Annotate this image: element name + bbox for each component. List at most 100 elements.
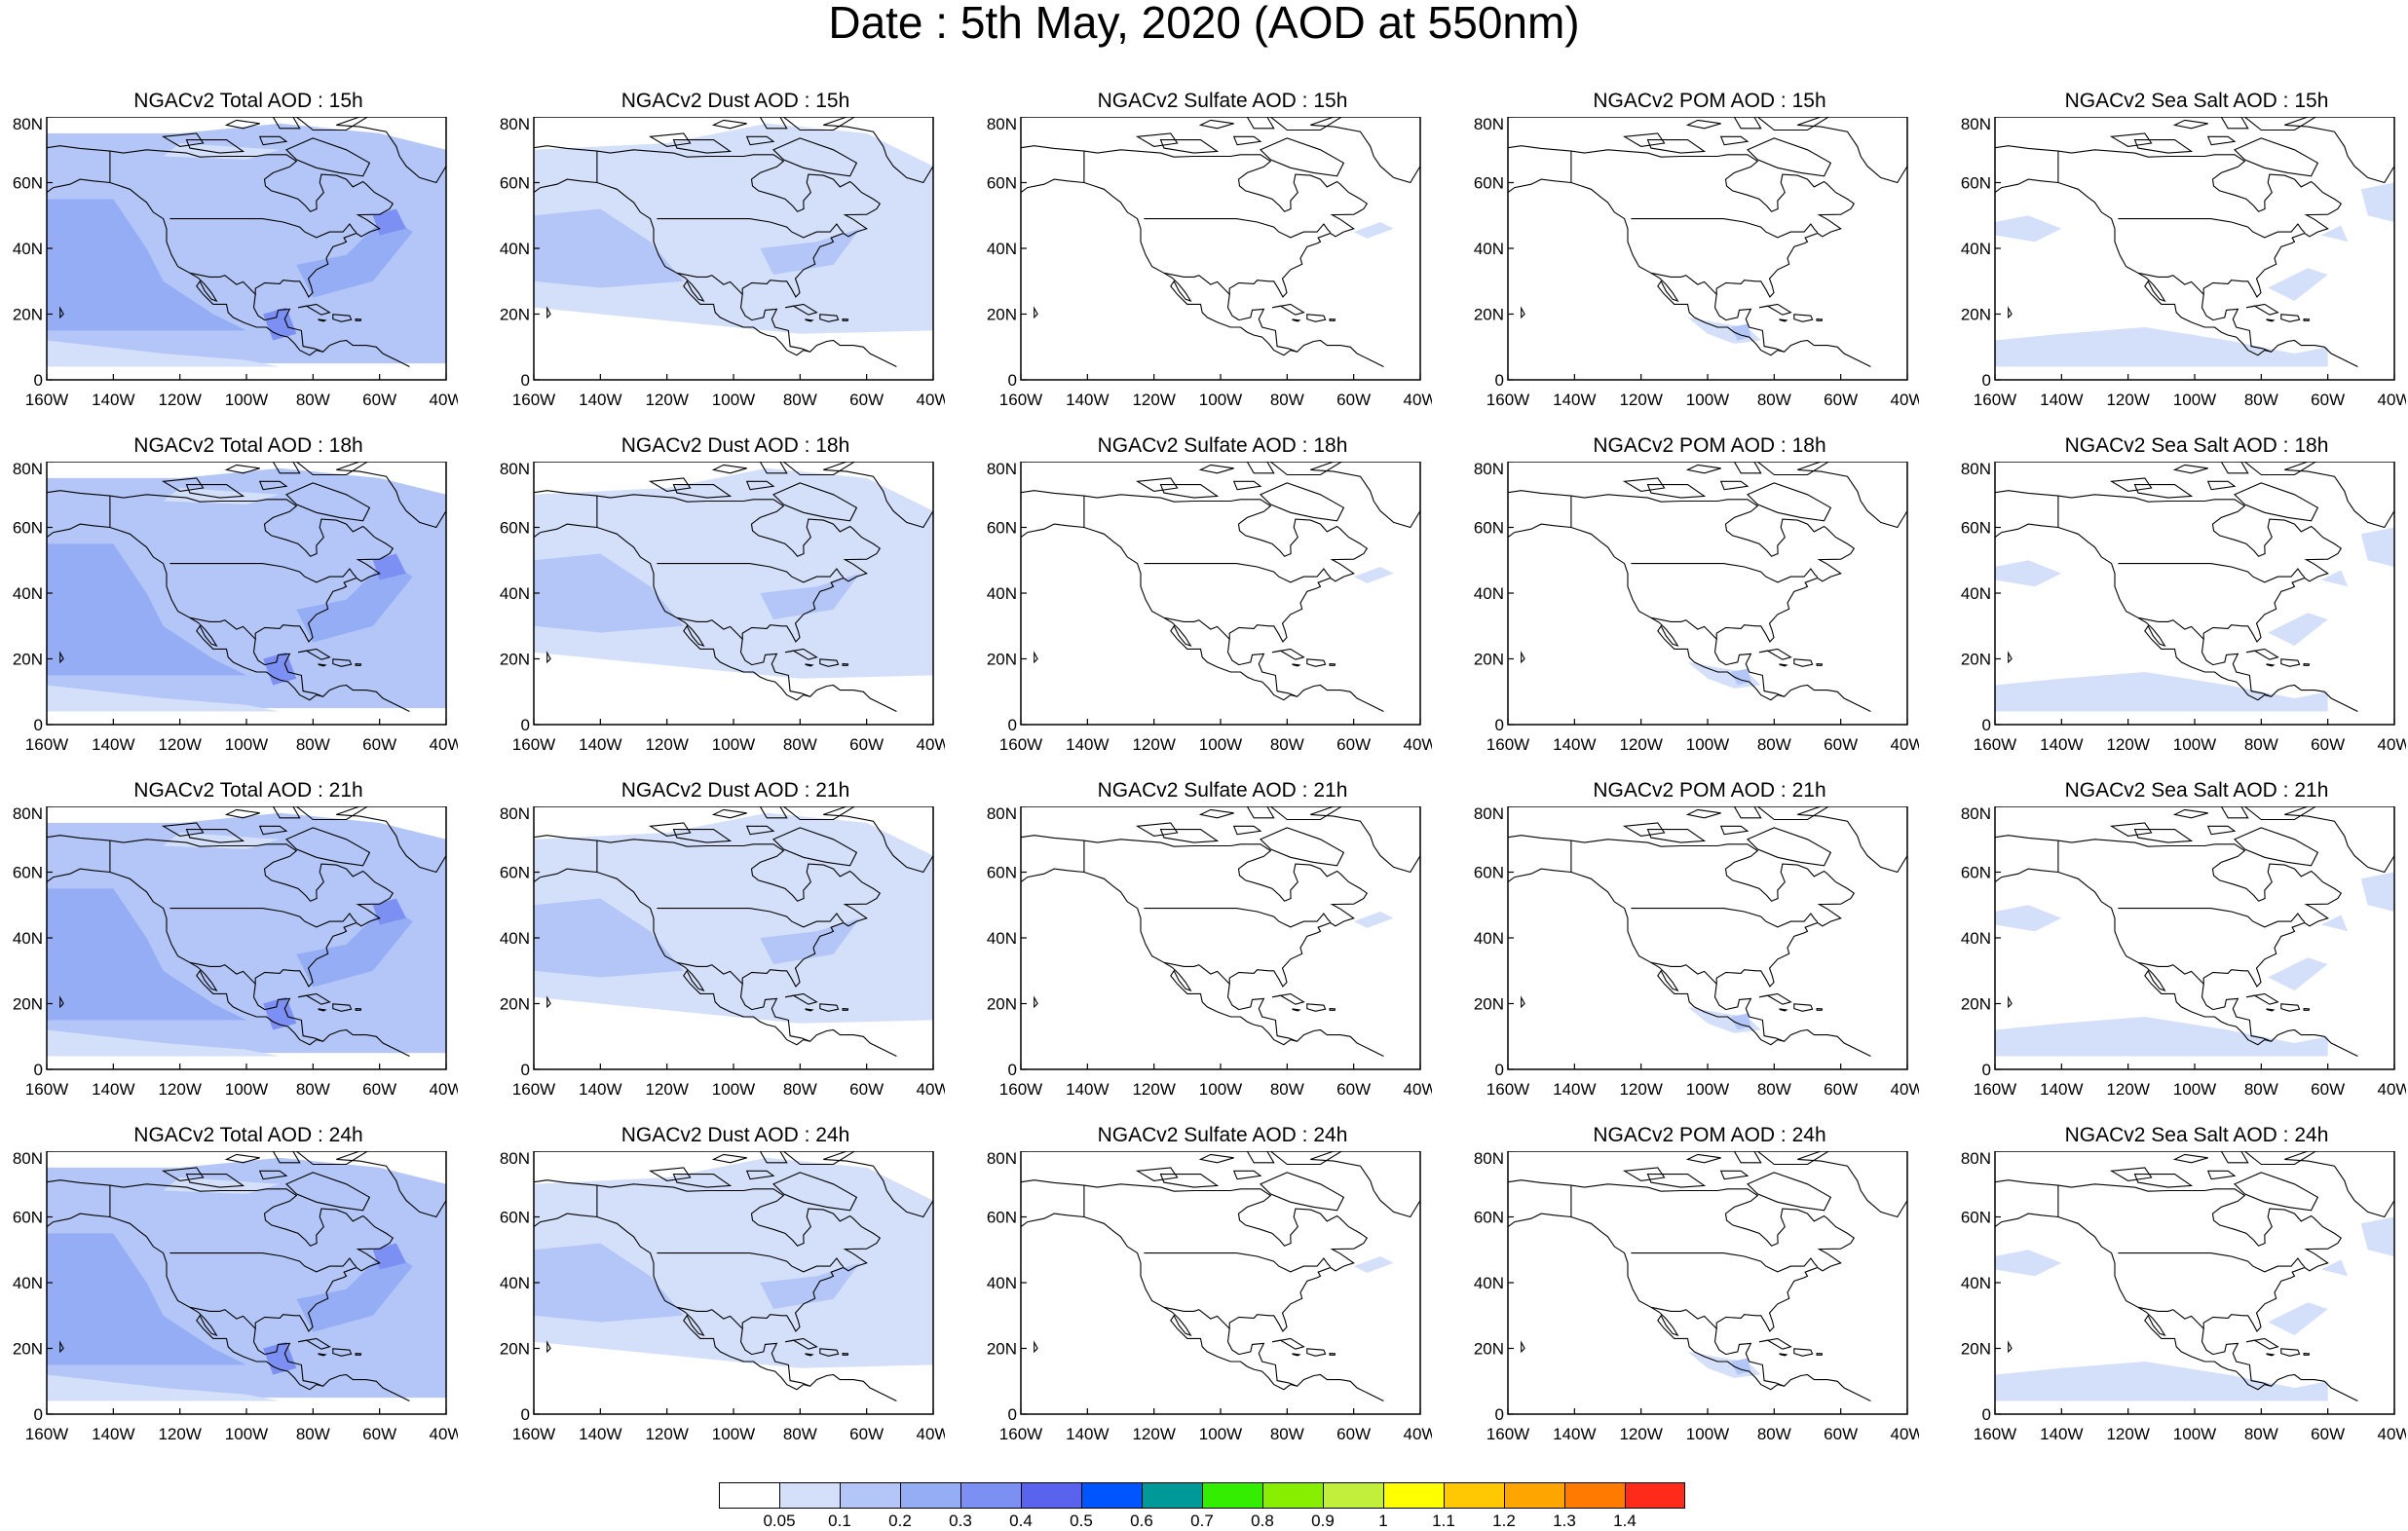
island-outline bbox=[224, 808, 260, 819]
greenland-outline bbox=[2284, 806, 2394, 874]
lat-tick-label: 0 bbox=[521, 371, 530, 390]
us-mexico-border bbox=[1650, 616, 1717, 640]
lon-tick-label: 60W bbox=[362, 1425, 396, 1443]
island-outline bbox=[224, 119, 260, 130]
island-outline bbox=[1329, 1008, 1336, 1011]
island-outline bbox=[711, 464, 747, 474]
island-outline bbox=[648, 132, 692, 147]
island-outline bbox=[1622, 132, 1666, 147]
lon-tick-label: 60W bbox=[2311, 1425, 2345, 1443]
lon-tick-label: 160W bbox=[512, 735, 555, 754]
island-outline bbox=[1646, 484, 1707, 499]
lon-tick-label: 60W bbox=[2311, 1080, 2345, 1099]
colorbar-label: 0.6 bbox=[1130, 1512, 1153, 1530]
aod-shading bbox=[1995, 905, 2062, 932]
greenland-outline bbox=[2284, 1151, 2394, 1218]
colorbar-swatch bbox=[1444, 1482, 1504, 1509]
coastline-pacific bbox=[47, 178, 410, 367]
lon-tick-label: 120W bbox=[2106, 735, 2149, 754]
lon-tick-label: 140W bbox=[92, 391, 134, 409]
us-canada-border bbox=[1631, 563, 1819, 583]
lon-tick-label: 40W bbox=[917, 735, 945, 754]
lon-tick-label: 40W bbox=[1404, 1425, 1432, 1443]
island-outline bbox=[784, 303, 818, 316]
island-outline bbox=[1733, 806, 1762, 819]
island-outline bbox=[1779, 318, 1788, 322]
map-panel-pom-15h: NGACv2 POM AOD : 15h 80N 60N 40N 20N 0 160W 140… bbox=[1461, 90, 1919, 416]
coastline-pacific bbox=[534, 868, 897, 1057]
lon-tick-label: 140W bbox=[579, 1080, 621, 1099]
coastline-atlantic bbox=[534, 145, 882, 353]
island-outline bbox=[745, 135, 775, 146]
colorbar-label: 0.1 bbox=[828, 1512, 851, 1530]
island-outline bbox=[2303, 1353, 2311, 1356]
lon-tick-label: 60W bbox=[849, 1425, 884, 1443]
lat-tick-label: 20N bbox=[1961, 1340, 1991, 1359]
colorbar-label: 0.8 bbox=[1251, 1512, 1274, 1530]
island-outline bbox=[2206, 825, 2237, 836]
island-outline bbox=[819, 658, 840, 667]
us-canada-border bbox=[1144, 218, 1332, 239]
island-outline bbox=[759, 806, 788, 819]
lat-tick-label: 80N bbox=[500, 117, 530, 133]
coastline-pacific bbox=[534, 1213, 897, 1401]
aod-shading bbox=[47, 1374, 281, 1401]
lon-tick-label: 60W bbox=[2311, 391, 2345, 409]
lat-tick-label: 0 bbox=[1495, 1405, 1504, 1424]
aod-shading bbox=[163, 1177, 281, 1194]
greenland-outline bbox=[1797, 806, 1907, 874]
lon-tick-label: 40W bbox=[2378, 1425, 2406, 1443]
lat-tick-label: 20N bbox=[1474, 995, 1504, 1014]
aod-shading bbox=[296, 215, 413, 298]
map-panel-pom-18h: NGACv2 POM AOD : 18h 80N 60N 40N 20N 0 160W 140… bbox=[1461, 434, 1919, 761]
aod-shading bbox=[263, 1341, 297, 1375]
lat-tick-label: 80N bbox=[987, 1151, 1017, 1168]
island-outline bbox=[59, 1340, 64, 1354]
aod-shading bbox=[2360, 527, 2394, 567]
island-outline bbox=[1521, 1340, 1525, 1354]
coastline-atlantic bbox=[1995, 835, 2343, 1042]
greenland-outline bbox=[1797, 117, 1907, 184]
island-outline bbox=[1779, 663, 1788, 667]
us-mexico-border bbox=[676, 1306, 743, 1329]
island-outline bbox=[2172, 464, 2208, 474]
island-outline bbox=[2243, 117, 2317, 131]
island-outline bbox=[1246, 1151, 1275, 1164]
map-panel-sulfate-18h: NGACv2 Sulfate AOD : 18h 80N 60N 40N 20N 0 160… bbox=[974, 434, 1432, 761]
panel-title: NGACv2 Sea Salt AOD : 15h bbox=[2064, 90, 2329, 112]
us-mexico-border bbox=[2137, 616, 2204, 640]
lon-tick-label: 80W bbox=[2244, 1425, 2278, 1443]
island-outline bbox=[258, 825, 288, 836]
island-outline bbox=[355, 1008, 362, 1011]
island-outline bbox=[672, 139, 733, 154]
lon-tick-label: 80W bbox=[2244, 1080, 2278, 1099]
island-outline bbox=[1232, 825, 1262, 836]
lat-tick-label: 0 bbox=[1008, 1405, 1017, 1424]
lat-tick-label: 80N bbox=[987, 117, 1017, 133]
lon-tick-label: 80W bbox=[2244, 735, 2278, 754]
island-outline bbox=[1622, 822, 1666, 837]
island-outline bbox=[297, 992, 331, 1005]
lon-tick-label: 80W bbox=[1757, 735, 1791, 754]
island-outline bbox=[1306, 1348, 1327, 1357]
aod-shading bbox=[1995, 215, 2062, 243]
lon-tick-label: 120W bbox=[158, 1080, 201, 1099]
island-outline bbox=[2109, 822, 2153, 837]
lat-tick-label: 40N bbox=[13, 929, 43, 948]
lon-tick-label: 40W bbox=[1404, 1080, 1432, 1099]
island-outline bbox=[297, 648, 331, 660]
island-outline bbox=[1269, 1151, 1343, 1166]
panel-title: NGACv2 Total AOD : 15h bbox=[133, 90, 363, 112]
panel-title: NGACv2 POM AOD : 15h bbox=[1593, 90, 1826, 112]
lon-tick-label: 60W bbox=[362, 1080, 396, 1099]
lat-tick-label: 0 bbox=[1008, 716, 1017, 734]
island-outline bbox=[805, 318, 814, 322]
island-outline bbox=[1135, 477, 1179, 492]
aod-shading bbox=[2320, 570, 2349, 587]
lat-tick-label: 80N bbox=[500, 1151, 530, 1168]
coastline-atlantic bbox=[1508, 145, 1856, 353]
island-outline bbox=[258, 480, 288, 491]
